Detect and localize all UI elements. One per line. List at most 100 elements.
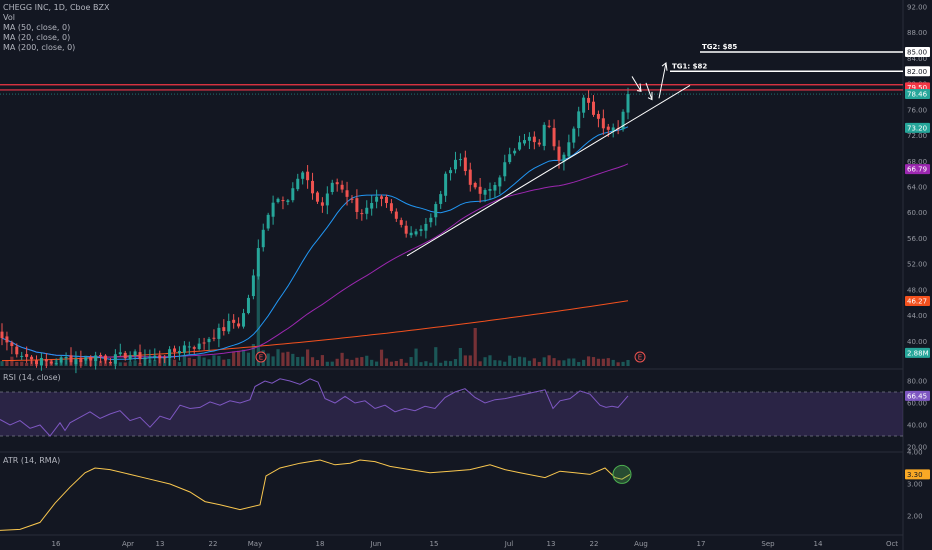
price-tag-label: 73.20 (907, 124, 927, 132)
x-tick-label: 15 (430, 540, 439, 548)
volume-bars (0, 274, 630, 366)
candle-body (384, 196, 388, 203)
volume-bar (15, 361, 19, 366)
candle-body (79, 357, 83, 363)
candle-body (587, 97, 591, 103)
volume-bar (537, 361, 541, 366)
x-tick-label: 22 (590, 540, 599, 548)
candle-body (503, 162, 507, 177)
rsi-legend[interactable]: RSI (14, close) (3, 373, 61, 382)
atr-tick-label: 4.00 (907, 449, 923, 457)
volume-bar (271, 356, 275, 366)
candle-body (621, 111, 625, 130)
candle-body (330, 182, 334, 193)
volume-bar (458, 347, 463, 366)
candle-body (596, 113, 600, 119)
candle-body (350, 198, 354, 200)
price-tag-box (905, 47, 930, 57)
candle-body (281, 200, 285, 202)
volume-bar (498, 360, 502, 366)
volume-bar (202, 357, 206, 366)
price-tag: 82.00 (905, 66, 930, 77)
volume-bar (513, 358, 517, 366)
legend-symbol[interactable]: CHEGG INC, 1D, Cboe BZX (3, 3, 110, 12)
volume-bar (133, 360, 137, 366)
candle-body (118, 352, 122, 355)
volume-bar (286, 351, 290, 366)
volume-bar (251, 344, 255, 366)
volume-bar (340, 352, 344, 366)
x-tick-label: Jun (370, 540, 382, 548)
legend-ma20[interactable]: MA (20, close, 0) (3, 33, 71, 42)
candle-body (0, 331, 4, 339)
volume-bar (542, 357, 546, 366)
candle-body (394, 211, 398, 219)
candle-body (444, 173, 448, 196)
candle-body (315, 192, 319, 202)
volume-bar (473, 328, 477, 366)
candle-body (325, 193, 329, 206)
candle-body (84, 357, 88, 361)
ma200-line (1, 300, 629, 362)
candle-body (153, 355, 157, 358)
candle-body (399, 220, 403, 225)
candle-body (35, 360, 39, 365)
legend-ma50[interactable]: MA (50, close, 0) (3, 23, 71, 32)
price-tick-label: 52.00 (907, 261, 927, 269)
x-tick-label: Sep (761, 540, 775, 548)
volume-bar (0, 361, 4, 366)
candle-body (237, 323, 241, 327)
price-tick-label: 72.00 (907, 132, 927, 140)
candle-body (64, 357, 68, 359)
candle-body (276, 198, 280, 203)
volume-bar (522, 357, 527, 366)
candle-body (508, 154, 512, 163)
price-tag-box (905, 66, 930, 77)
volume-bar (222, 359, 226, 366)
candles (0, 87, 630, 374)
price-tick-label: 84.00 (907, 55, 927, 63)
rsi-line (0, 378, 629, 437)
x-tick-label: 14 (814, 540, 823, 548)
arrow-heads (636, 61, 668, 101)
volume-bar (345, 358, 349, 366)
atr-tag-box (905, 469, 930, 480)
candle-body (419, 229, 423, 232)
price-tick-label: 56.00 (907, 235, 927, 243)
candle-body (483, 189, 487, 195)
candle-body (601, 118, 605, 129)
price-tag-box (905, 164, 930, 175)
price-tag: 66.79 (905, 164, 930, 175)
volume-bar (335, 358, 339, 366)
volume-bar (291, 353, 295, 366)
rsi-band (0, 392, 903, 436)
volume-bar (552, 358, 556, 366)
candle-body (197, 343, 201, 350)
price-tick-label: 44.00 (907, 312, 927, 320)
legend-volume[interactable]: Vol (3, 13, 15, 22)
volume-bar (453, 359, 458, 366)
candle-body (577, 111, 581, 129)
candle-body (463, 157, 467, 172)
volume-bar (172, 359, 177, 366)
atr-legend[interactable]: ATR (14, RMA) (3, 456, 61, 465)
price-tick-label: 64.00 (907, 184, 927, 192)
volume-bar (439, 362, 443, 366)
volume-bar (118, 362, 122, 366)
candle-body (513, 150, 517, 154)
candle-body (591, 101, 595, 115)
candle-body (478, 186, 482, 194)
legend-ma200[interactable]: MA (200, close, 0) (3, 43, 76, 52)
candle-body (429, 217, 433, 223)
volume-bar (394, 360, 398, 366)
candle-body (552, 127, 556, 147)
volume-bar (98, 360, 103, 366)
candle-body (370, 203, 374, 209)
volume-bar (611, 359, 615, 366)
candle-body (15, 346, 19, 355)
rsi-tag-box (905, 390, 930, 401)
x-tick-label: 17 (697, 540, 706, 548)
volume-bar (572, 358, 576, 366)
volume-bar (557, 360, 561, 366)
